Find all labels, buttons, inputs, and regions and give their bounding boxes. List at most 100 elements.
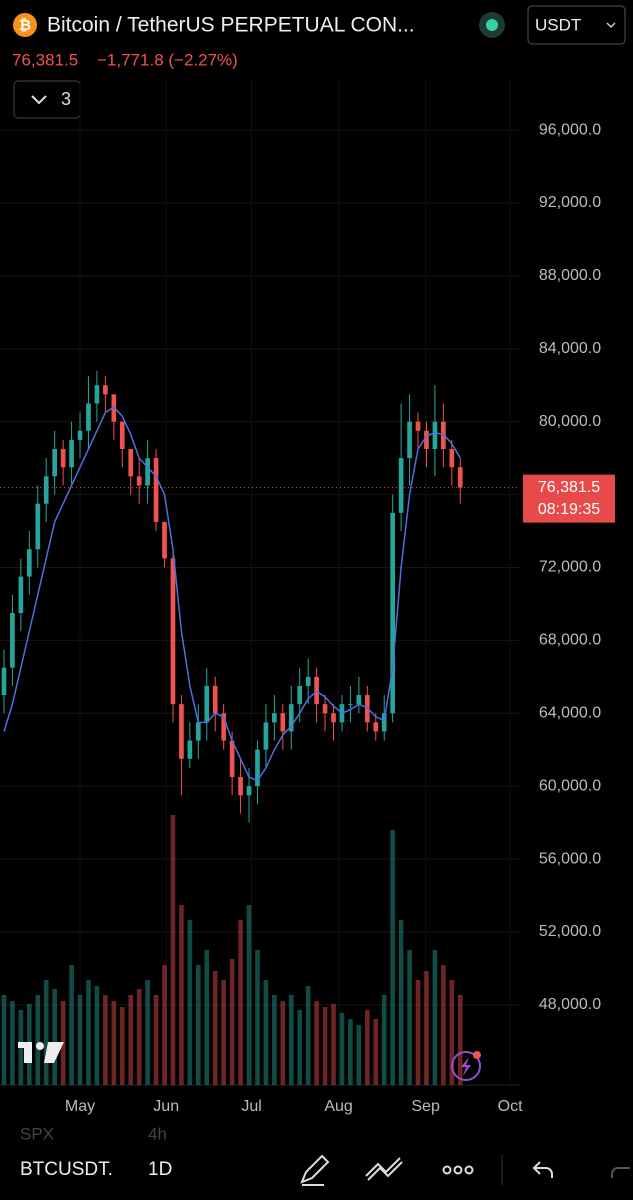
volume-bar xyxy=(136,989,142,1085)
redo[interactable] xyxy=(611,1167,630,1178)
draw-tool[interactable] xyxy=(300,1154,330,1186)
volume-bar xyxy=(35,995,41,1085)
volume-bar xyxy=(322,1007,328,1085)
candle-body xyxy=(162,521,167,559)
candle-body xyxy=(331,713,336,723)
candle-body xyxy=(381,713,387,732)
volume-bar xyxy=(77,995,83,1085)
volume-bar xyxy=(111,1001,117,1085)
volume-bar xyxy=(195,965,201,1085)
x-tick-label: Aug xyxy=(324,1098,352,1115)
volume-bar xyxy=(246,905,252,1085)
y-tick-label: 56,000.0 xyxy=(539,850,601,867)
volume-bar xyxy=(229,959,235,1085)
candle-body xyxy=(457,467,463,488)
candle-body xyxy=(229,740,235,778)
candle-body xyxy=(263,722,269,750)
volume-bar xyxy=(145,980,150,1085)
candle-body xyxy=(170,558,176,705)
candle-body xyxy=(314,676,319,705)
candle-body xyxy=(69,439,74,468)
y-tick-label: 84,000.0 xyxy=(539,340,601,357)
undo[interactable] xyxy=(532,1161,553,1178)
candle-body xyxy=(305,676,311,686)
volume-bar xyxy=(424,971,429,1085)
volume-bar xyxy=(457,995,463,1085)
candle-body xyxy=(356,695,362,705)
volume-bar xyxy=(272,995,277,1085)
candle-body xyxy=(255,749,260,787)
candle-body xyxy=(187,740,193,759)
candle-body xyxy=(35,503,41,550)
more-button[interactable] xyxy=(442,1165,474,1175)
interval-button[interactable]: 1D xyxy=(148,1159,172,1180)
candle-body xyxy=(179,704,184,759)
volume-bar xyxy=(86,980,91,1085)
volume-bar xyxy=(331,1004,336,1085)
lightning-button[interactable] xyxy=(451,1051,481,1081)
candle-body xyxy=(204,685,210,723)
y-tick-label: 60,000.0 xyxy=(539,777,601,794)
ghost-interval: 4h xyxy=(148,1124,167,1143)
logo-part xyxy=(36,1042,44,1050)
volume-bar xyxy=(432,950,438,1085)
chevron xyxy=(31,95,47,105)
volume-bar xyxy=(288,995,294,1085)
y-tick-label: 52,000.0 xyxy=(539,923,601,940)
y-tick-label: 96,000.0 xyxy=(539,121,601,138)
moving-average xyxy=(3,406,461,782)
volume-bar xyxy=(407,950,412,1085)
candle-body xyxy=(212,685,218,714)
volume-bar xyxy=(119,1007,125,1085)
candle-body xyxy=(322,704,328,714)
candle-body xyxy=(246,786,252,796)
candle-body xyxy=(43,476,49,504)
y-tick-label: 92,000.0 xyxy=(539,194,601,211)
volume-bar xyxy=(390,830,395,1085)
candle-body xyxy=(86,403,91,431)
y-tick-label: 88,000.0 xyxy=(539,267,601,284)
candle-body xyxy=(103,385,108,395)
volume-bar xyxy=(128,995,134,1085)
candle-body xyxy=(136,476,142,486)
candle-body xyxy=(415,421,421,431)
volume-bar xyxy=(162,965,167,1085)
candle-body xyxy=(26,549,32,577)
candle-body xyxy=(128,449,134,477)
btc-icon xyxy=(13,13,37,37)
candle-body xyxy=(297,685,303,705)
lightning xyxy=(461,1057,471,1076)
currency-select[interactable] xyxy=(527,5,626,45)
volume-bar xyxy=(170,815,176,1085)
candle-body xyxy=(1,667,7,696)
candle-body xyxy=(348,704,353,706)
y-tick-label: 80,000.0 xyxy=(539,413,601,430)
dot xyxy=(464,1165,474,1175)
currency: USDT xyxy=(535,15,581,34)
candle-body xyxy=(398,458,404,513)
candle-body xyxy=(272,713,277,723)
candle-body xyxy=(77,430,83,440)
symbol-button[interactable]: BTCUSDT. xyxy=(20,1159,113,1180)
y-tick-label: 64,000.0 xyxy=(539,704,601,721)
candle-body xyxy=(407,421,412,459)
volume-bar xyxy=(52,989,57,1085)
candle-body xyxy=(238,777,243,796)
volume-bar xyxy=(398,920,404,1085)
x-tick-label: Sep xyxy=(411,1098,440,1115)
chevron xyxy=(606,22,616,29)
y-tick-label: 72,000.0 xyxy=(539,559,601,576)
x-tick-label: May xyxy=(65,1098,95,1115)
volume-bar xyxy=(187,920,193,1085)
volume-bar xyxy=(356,1025,362,1085)
logo-part xyxy=(24,1042,32,1063)
indicator-count: 3 xyxy=(61,89,71,109)
line-tool[interactable] xyxy=(365,1157,403,1181)
candle-body xyxy=(449,449,455,468)
volume-bar xyxy=(449,980,455,1085)
candle-body xyxy=(390,512,395,714)
badge xyxy=(473,1051,481,1059)
candle-body xyxy=(153,458,159,522)
